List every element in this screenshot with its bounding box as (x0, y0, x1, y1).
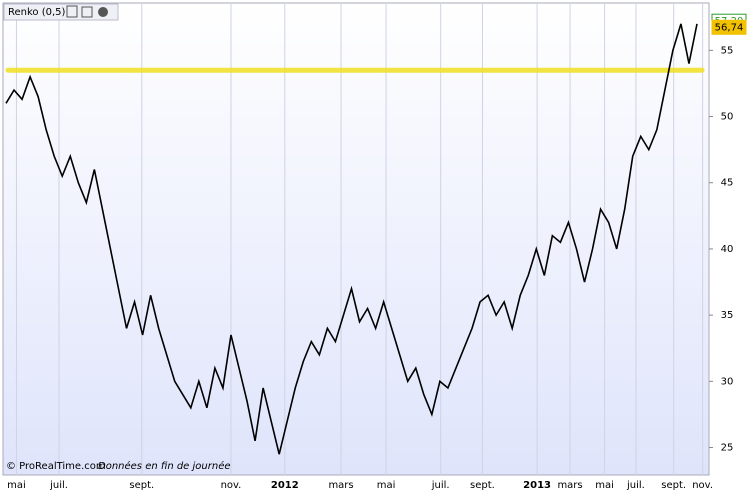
y-tick-label: 40 (721, 244, 734, 255)
x-tick-label: sept. (129, 480, 154, 491)
x-tick-label: mai (595, 480, 614, 491)
y-tick-label: 50 (721, 112, 734, 123)
close-icon[interactable] (98, 7, 108, 17)
footer: © ProRealTime.com (6, 461, 106, 472)
x-tick-label: sept. (470, 480, 495, 491)
x-tick-label: mars (557, 480, 582, 491)
x-tick-label: mars (328, 480, 353, 491)
y-tick-label: 35 (721, 310, 734, 321)
chart-title: Renko (0,5) (8, 7, 66, 18)
y-tick-label: 25 (721, 443, 734, 454)
y-tick-label: 30 (721, 376, 734, 387)
x-tick-label: juil. (431, 480, 450, 491)
x-tick-label: sept. (661, 480, 686, 491)
y-tick-label: 55 (721, 45, 734, 56)
x-tick-label: mai (377, 480, 396, 491)
x-tick-label: 2013 (523, 480, 551, 491)
x-tick-label: 2012 (271, 480, 299, 491)
x-tick-label: juil. (49, 480, 68, 491)
price-label-box (711, 19, 747, 35)
title-box (3, 3, 119, 21)
x-tick-label: mai (7, 480, 26, 491)
window-icon[interactable] (81, 6, 93, 18)
x-tick-label: nov. (692, 480, 713, 491)
settings-icon[interactable] (66, 5, 78, 18)
footer-note: Données en fin de journée (98, 460, 231, 472)
x-tick-label: nov. (221, 480, 242, 491)
renko-line (5, 23, 698, 455)
y-tick-label: 45 (721, 178, 734, 189)
plot-area (2, 2, 710, 476)
price-label: 56,74 (715, 22, 744, 33)
x-tick-label: juil. (626, 480, 645, 491)
